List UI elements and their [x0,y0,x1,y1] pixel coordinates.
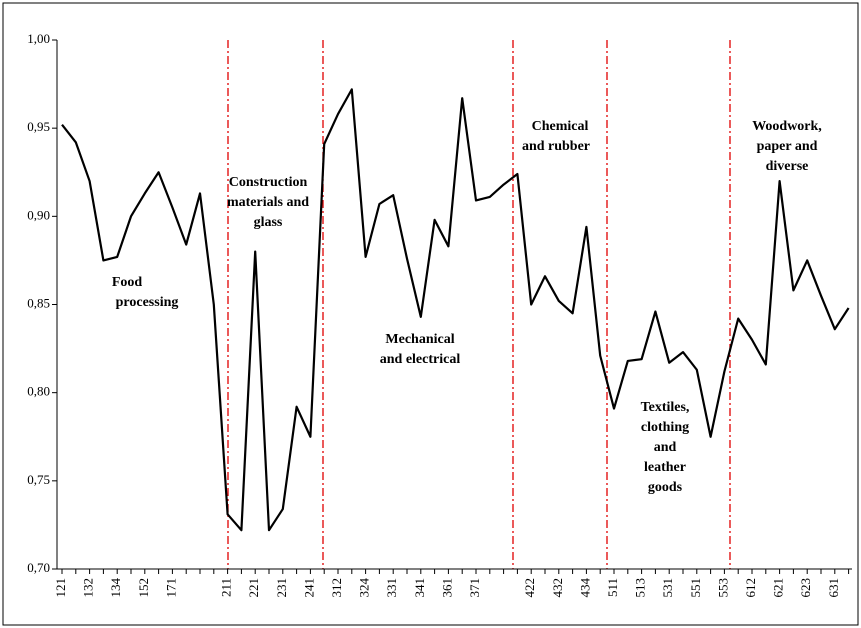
annotation: goods [648,480,683,495]
x-tick-label: 331 [384,578,399,598]
y-tick-label: 1,00 [27,31,50,46]
x-tick-label: 132 [81,578,96,598]
x-tick-label: 531 [660,578,675,598]
x-tick-label: 121 [53,578,68,598]
x-tick-label: 231 [274,578,289,598]
x-tick-label: 241 [301,578,316,598]
y-tick-label: 0,85 [27,295,50,310]
x-tick-label: 631 [826,578,841,598]
x-tick-label: 341 [412,578,427,598]
annotation: Chemical [532,119,589,134]
x-tick-label: 211 [219,578,234,597]
y-tick-label: 0,70 [27,560,50,575]
x-tick-label: 134 [108,578,123,598]
x-tick-label: 434 [577,578,592,598]
x-tick-label: 312 [329,578,344,598]
y-tick-label: 0,90 [27,207,50,222]
x-tick-label: 623 [798,578,813,598]
x-tick-label: 553 [715,578,730,598]
x-tick-label: 513 [633,578,648,598]
annotation: and [654,440,677,455]
annotation: and rubber [522,139,590,154]
annotation: glass [254,215,283,230]
annotation: and electrical [380,352,461,367]
line-series [61,88,850,532]
y-tick-label: 0,95 [27,119,50,134]
x-tick-label: 612 [743,578,758,598]
annotation: Woodwork, [752,119,822,134]
x-tick-label: 324 [357,578,372,598]
annotation: diverse [766,159,809,174]
annotation: Food [112,275,143,290]
x-tick-label: 361 [439,578,454,598]
annotation: clothing [641,420,689,435]
x-tick-label: 432 [550,578,565,598]
x-tick-label: 621 [771,578,786,598]
annotation: processing [116,295,179,310]
y-tick-label: 0,75 [27,472,50,487]
x-tick-label: 511 [605,578,620,597]
x-tick-label: 422 [522,578,537,598]
annotation: paper and [757,139,818,154]
annotation: Textiles, [641,400,690,415]
y-tick-label: 0,80 [27,384,50,399]
x-tick-label: 551 [688,578,703,598]
x-tick-label: 371 [467,578,482,598]
x-tick-label: 171 [163,578,178,598]
annotation: Construction [229,175,308,190]
annotation: leather [644,460,686,475]
x-tick-label: 152 [136,578,151,598]
annotation: Mechanical [385,332,454,347]
annotation: materials and [227,195,309,210]
x-tick-label: 221 [246,578,261,598]
